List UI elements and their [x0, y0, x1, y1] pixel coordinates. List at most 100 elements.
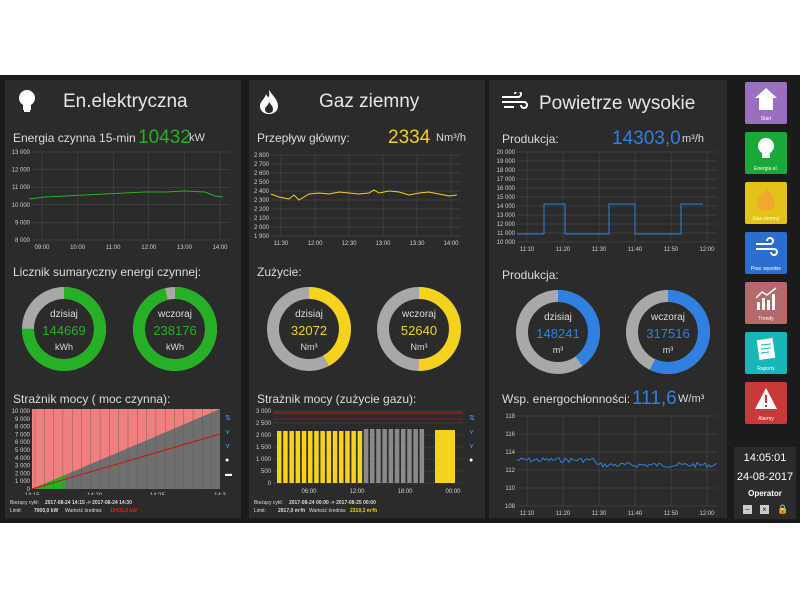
gas-guard-current-bar: [435, 430, 455, 483]
air-trend-xtick: 11:50: [664, 247, 679, 253]
air-trend-ytick: 20 000: [497, 150, 516, 156]
gas-trend-xtick: 12:00: [307, 241, 323, 247]
gas-guard-bar: [277, 431, 282, 483]
electric-guard-xtick: 14:3: [214, 493, 226, 495]
air-trend-chart: 20 000 19 000 18 000 17 000 16 000 15 000 14 0…: [497, 150, 717, 253]
gas-guard-bar: [401, 429, 406, 483]
air-trend-xtick: 11:40: [628, 247, 643, 253]
lock-icon[interactable]: 🔒: [777, 504, 789, 514]
gas-guard-ytick: 0: [268, 481, 272, 487]
gas-trend-ytick: 2 200: [254, 207, 270, 213]
electric-guard-xtick: 14:20: [87, 493, 103, 495]
air-prod-value: 14303,0: [612, 128, 681, 149]
air-trend-ytick: 18 000: [497, 168, 516, 174]
minimize-icon[interactable]: −: [743, 505, 752, 514]
gas-guard-bar: [289, 431, 294, 483]
air-eff-ytick: 116: [505, 432, 515, 438]
air-trend-line: [517, 203, 703, 235]
gas-yesterday-donut: wczoraj 52640 Nm³: [377, 287, 461, 371]
gas-guard-ytick: 500: [261, 469, 272, 475]
gas-trend-xtick: 11:30: [274, 241, 289, 247]
air-eff-ytick: 112: [505, 468, 515, 474]
gas-guard-bar: [295, 431, 301, 483]
report-icon: [756, 337, 776, 361]
air-eff-ytick: 108: [505, 504, 516, 510]
gas-trend-xtick: 14:00: [443, 241, 459, 247]
gas-trend-ytick: 2 100: [254, 216, 270, 222]
air-trend-ytick: 11 000: [497, 231, 516, 237]
air-yesterday-unit: m³: [662, 345, 674, 355]
air-trend-ytick: 17 000: [497, 177, 516, 183]
gas-guard-chart: 3 000 2 500 2 000 1 500 1 000 500 0 06:00 12:00 1…: [256, 409, 463, 495]
sidebar-item-alarms[interactable]: Alarmy: [745, 382, 787, 424]
gas-guard-bar: [388, 429, 394, 483]
air-today-unit: m³: [552, 345, 564, 355]
air-eff-chart: 118 116 114 112 110 108 11:10 11:20 11:30 11:40 11…: [505, 414, 718, 517]
gas-trend-ytick: 2 300: [254, 198, 270, 204]
energy-value: 10432: [138, 127, 191, 148]
wind-icon: [502, 92, 528, 109]
gas-guard-ytick: 2 500: [256, 421, 272, 427]
guard-side-icons[interactable]: ⇅ ⋎ ⋎ ● ▬: [225, 415, 232, 478]
gas-title: Gaz ziemny: [319, 91, 420, 112]
sidebar-item-energy[interactable]: Energia el.: [745, 132, 787, 174]
gas-usage-label: Zużycie:: [257, 265, 302, 279]
gas-trend-ytick: 2 000: [254, 225, 270, 231]
gas-guard-ytick: 1 500: [256, 445, 272, 451]
electric-guard-ytick: 6 000: [15, 440, 31, 446]
air-eff-xtick: 11:20: [556, 511, 571, 517]
gas-today-value: 32072: [290, 323, 328, 338]
gas-today-label: dzisiaj: [295, 309, 323, 320]
gas-yesterday-label: wczoraj: [402, 309, 436, 320]
electric-title: En.elektryczna: [63, 91, 188, 112]
sidebar-item-energy-label: Energia el.: [754, 166, 778, 172]
gas-guard-bar: [339, 431, 344, 483]
gas-cycle-label: Bieżący cykl:: [254, 500, 283, 506]
gas-guard-side-icons[interactable]: ⇅ ⋎ ⋎ ●: [469, 415, 475, 464]
user-name: Operator: [748, 489, 782, 498]
gas-today-donut: dzisiaj 32072 Nm³: [267, 287, 351, 371]
air-trend-ytick: 14 000: [497, 204, 516, 210]
air-eff-label: Wsp. energochłonności:: [502, 392, 631, 406]
flame-icon: [260, 90, 278, 114]
sidebar-item-gas[interactable]: Gaz ziemny: [745, 182, 787, 224]
electric-avg-value: 10431,8 kW: [110, 508, 137, 514]
gas-guard-bar: [345, 431, 350, 483]
electric-trend-ytick: 8 000: [15, 238, 31, 244]
sidebar-item-gas-label: Gaz ziemny: [752, 216, 780, 222]
gas-limit-label: Limit:: [254, 508, 266, 514]
air-trend-ytick: 10 000: [497, 240, 516, 246]
gas-guard-bar: [283, 431, 288, 483]
gas-guard-ytick: 3 000: [256, 409, 272, 415]
close-icon[interactable]: ×: [760, 505, 769, 514]
air-trend-xtick: 11:10: [520, 247, 535, 253]
electric-limit-label: Limit:: [10, 508, 22, 514]
sidebar-item-trends[interactable]: Trendy: [745, 282, 787, 324]
air-eff-xtick: 11:50: [664, 511, 679, 517]
gas-guard-xtick: 00:00: [445, 489, 461, 495]
electric-guard-ytick: 9 000: [15, 417, 31, 423]
electric-guard-ytick: 10 000: [12, 409, 31, 415]
gas-guard-ytick: 1 000: [256, 457, 272, 463]
gas-trend-chart: 2 800 2 700 2 600 2 500 2 400 2 300 2 200 2 100…: [254, 153, 461, 247]
sidebar-item-start[interactable]: Start: [745, 82, 787, 124]
air-eff-xtick: 11:40: [628, 511, 643, 517]
bulb-icon: [758, 138, 774, 158]
gas-guard-xtick: 06:00: [301, 489, 317, 495]
electric-trend-xtick: 09:00: [34, 245, 50, 251]
air-eff-ytick: 114: [505, 450, 515, 456]
sidebar-item-air[interactable]: Pow. wysokie: [745, 232, 787, 274]
sidebar-item-alarms-label: Alarmy: [758, 416, 774, 422]
air-eff-line: [516, 457, 718, 469]
electric-trend-ytick: 11 000: [12, 185, 31, 191]
electric-guard-ytick: 0: [27, 487, 31, 493]
wind-icon: [756, 237, 778, 256]
clock-date: 24-08-2017: [736, 471, 794, 483]
gas-guard-bar: [351, 431, 356, 483]
gas-guard-bar: [413, 429, 418, 483]
air-yesterday-label: wczoraj: [651, 312, 685, 323]
warning-icon: [755, 388, 777, 409]
sidebar-item-reports[interactable]: Raporty: [745, 332, 787, 374]
air-trend-ytick: 12 000: [497, 222, 516, 228]
electric-guard-ytick: 1 000: [15, 479, 31, 485]
